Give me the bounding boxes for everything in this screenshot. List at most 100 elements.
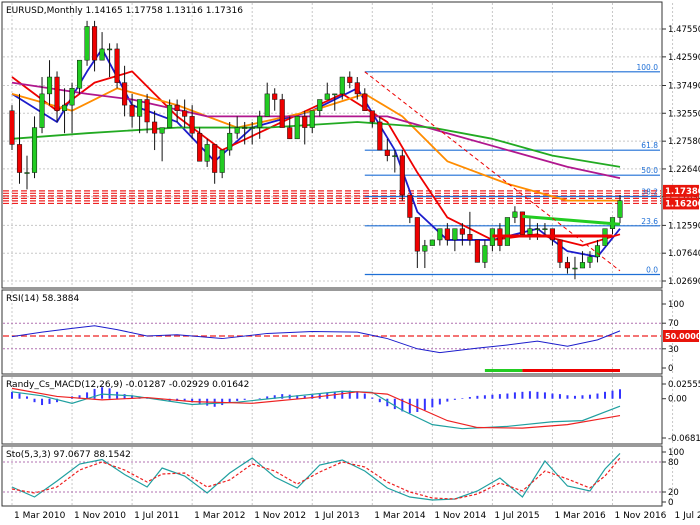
candle-body xyxy=(437,228,443,241)
macd-main-line xyxy=(11,390,621,430)
price-tick-label: 1.42590 xyxy=(668,53,700,63)
candle-body xyxy=(564,262,571,269)
fib-level-label: 38.2 xyxy=(641,188,658,197)
candle-body xyxy=(249,127,255,129)
stoch-tick-label: 20 xyxy=(668,488,679,498)
macd-tick-label: 0.02555 xyxy=(668,380,700,390)
candle-body xyxy=(182,110,188,117)
macd-signal-line xyxy=(11,387,621,429)
candle-body xyxy=(46,76,53,95)
candle-body xyxy=(414,217,420,252)
stoch-tick-label: 100 xyxy=(668,448,684,458)
candle-body xyxy=(339,76,345,95)
time-axis-label: 1 Jul 2011 xyxy=(134,511,179,521)
fib-level-label: 50.0 xyxy=(641,166,658,175)
price-badge xyxy=(663,197,699,210)
candle-body xyxy=(474,239,480,263)
candle-body xyxy=(174,104,180,111)
candle-body xyxy=(61,104,68,111)
candle-body xyxy=(152,121,158,134)
candle-body xyxy=(144,99,150,123)
candle-body xyxy=(69,88,75,106)
macd-tick-label: 0.00 xyxy=(668,395,687,405)
candle-body xyxy=(587,256,593,263)
macd-tick-label: -0.06818 xyxy=(668,434,700,444)
candle-body xyxy=(452,228,458,241)
price-tick-label: 1.27580 xyxy=(668,137,700,147)
candle-body xyxy=(549,228,555,241)
time-axis-label: 1 Jul 2017 xyxy=(675,511,700,521)
candle-body xyxy=(572,267,578,270)
candle-body xyxy=(24,172,30,174)
candle-body xyxy=(429,239,435,246)
candle-body xyxy=(467,234,473,241)
rsi-tick-label: 100 xyxy=(668,300,684,310)
moving-average-line xyxy=(11,121,621,168)
candle-body xyxy=(594,245,601,258)
candle-body xyxy=(99,48,105,61)
fib-level-label: 0.0 xyxy=(646,265,658,274)
price-tick-label: 1.22640 xyxy=(668,165,700,175)
candle-body xyxy=(242,127,248,129)
fib-level-label: 23.6 xyxy=(641,217,658,226)
stoch-header: Sto(5,3,3) 97.0677 88.1542 xyxy=(6,450,131,460)
rsi-bar-red xyxy=(522,369,620,372)
time-axis-label: 1 Mar 2010 xyxy=(14,511,66,521)
candle-body xyxy=(309,110,315,128)
candle-body xyxy=(369,110,375,123)
candle-body xyxy=(354,82,360,95)
candle-body xyxy=(324,93,330,100)
fib-level-label: 100.0 xyxy=(637,63,659,72)
candle-body xyxy=(294,116,300,140)
price-badge-label: 1.17380 xyxy=(665,187,700,197)
price-tick-label: 1.47550 xyxy=(668,25,700,35)
candle-body xyxy=(332,93,338,96)
candle-body xyxy=(422,245,428,252)
candle-body xyxy=(137,99,143,117)
candle-body xyxy=(167,104,173,128)
candle-body xyxy=(384,149,390,156)
stoch-signal-line xyxy=(11,457,621,500)
grid-layer xyxy=(3,3,674,505)
time-axis-label: 1 Mar 2016 xyxy=(554,511,606,521)
candle-body xyxy=(189,116,195,134)
time-axis-label: 1 Nov 2010 xyxy=(74,511,126,521)
candle-body xyxy=(122,82,128,106)
rsi-plot-layer xyxy=(3,322,661,372)
candle-body xyxy=(287,127,293,140)
time-axis-label: 1 Nov 2016 xyxy=(614,511,666,521)
candle-body xyxy=(459,228,465,235)
candle-body xyxy=(272,93,278,100)
candle-body xyxy=(527,228,533,235)
candle-body xyxy=(129,104,135,117)
candle-body xyxy=(279,99,285,128)
candle-body xyxy=(227,132,233,151)
trendline xyxy=(364,71,621,272)
rsi-bar-green xyxy=(484,369,523,372)
main-panel-frame xyxy=(1,1,663,289)
candle-body xyxy=(264,93,270,117)
candle-body xyxy=(107,48,113,51)
stoch-plot-layer xyxy=(3,453,661,501)
price-tick-label: 1.37490 xyxy=(668,82,700,92)
candle-body xyxy=(77,59,83,89)
candle-body xyxy=(482,245,488,263)
rsi-tick-label: 70 xyxy=(668,319,679,329)
candle-body xyxy=(407,194,413,218)
time-axis-label: 1 Nov 2014 xyxy=(434,511,486,521)
candle-body xyxy=(512,211,518,218)
candle-body xyxy=(234,127,240,134)
candle-body xyxy=(84,26,90,61)
candle-body xyxy=(54,76,60,111)
price-badge-label: 1.16200 xyxy=(665,199,700,209)
axis-layer: 1 Mar 2010 1 Nov 2010 1 Jul 2011 1 Mar 2012… xyxy=(14,25,700,521)
candle-body xyxy=(302,116,308,128)
candle-body xyxy=(159,127,165,134)
candle-body xyxy=(534,228,540,230)
macd-plot-layer xyxy=(11,387,621,430)
candle-body xyxy=(617,200,623,218)
rsi-header: RSI(14) 58.3884 xyxy=(6,294,79,304)
time-axis-label: 1 Jul 2015 xyxy=(494,511,539,521)
candle-body xyxy=(39,93,45,128)
candle-body xyxy=(204,144,210,162)
